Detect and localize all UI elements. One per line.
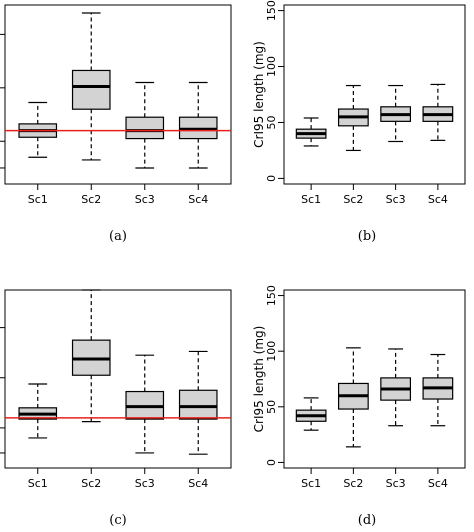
box-Sc3 [125, 81, 165, 169]
chart-panel-2: 0 50 100 150 CrI95 length (mg) Sc1 Sc2 Sc3 Sc4 (b… [252, 0, 466, 244]
y-axis-label: CrI95 length (mg) [252, 41, 266, 148]
iqr-box [71, 69, 111, 110]
y-tick-label: 100 [265, 56, 278, 77]
x-tick-label: Sc4 [428, 477, 448, 490]
panel-caption: (c) [109, 513, 126, 528]
x-tick-label: Sc1 [301, 477, 321, 490]
plot-frame [4, 4, 232, 185]
box-Sc1 [295, 397, 327, 431]
panel-caption: (d) [358, 513, 376, 528]
box-Sc2 [71, 289, 111, 423]
box-Sc2 [71, 12, 111, 161]
box-Sc4 [422, 353, 454, 427]
y-tick-label: 50 [265, 115, 278, 129]
y-axis-label: CrI95 length (mg) [252, 326, 266, 433]
box-Sc1 [295, 117, 327, 147]
x-tick-label: Sc2 [343, 477, 363, 490]
plot-frame [283, 4, 466, 185]
y-tick-label: 0 [265, 175, 278, 182]
y-tick-label: 150 [265, 0, 278, 21]
plot-frame [4, 289, 232, 469]
iqr-box [125, 116, 165, 140]
x-tick-label: Sc1 [301, 193, 321, 206]
box-Sc3 [380, 84, 412, 143]
x-tick-label: Sc3 [386, 193, 406, 206]
y-tick-label: 50 [265, 400, 278, 414]
box-Sc2 [337, 84, 369, 152]
y-tick-label: 100 [265, 341, 278, 362]
x-tick-label: Sc1 [28, 193, 48, 206]
box-Sc2 [337, 347, 369, 448]
x-tick-label: Sc4 [188, 477, 208, 490]
box-Sc4 [422, 83, 454, 141]
x-tick-label: Sc4 [188, 193, 208, 206]
x-tick-label: Sc3 [135, 477, 155, 490]
y-tick-label: 150 [265, 285, 278, 306]
y-tick-label: 0 [265, 459, 278, 466]
box-Sc3 [125, 354, 165, 454]
box-Sc4 [178, 81, 218, 169]
plot-frame [283, 289, 466, 469]
x-tick-label: Sc2 [81, 193, 101, 206]
x-tick-label: Sc2 [343, 193, 363, 206]
x-tick-label: Sc3 [386, 477, 406, 490]
box-Sc3 [380, 348, 412, 427]
x-tick-label: Sc3 [135, 193, 155, 206]
iqr-box [178, 389, 218, 420]
x-tick-label: Sc1 [28, 477, 48, 490]
x-tick-label: Sc2 [81, 477, 101, 490]
chart-panel-4: 0 50 100 150 CrI95 length (mg) Sc1 Sc2 Sc3 Sc4 (d… [252, 285, 466, 528]
panel-caption: (b) [358, 229, 376, 244]
box-Sc1 [18, 383, 58, 439]
box-Sc4 [178, 350, 218, 455]
panel-caption: (a) [109, 229, 127, 244]
x-tick-label: Sc4 [428, 193, 448, 206]
